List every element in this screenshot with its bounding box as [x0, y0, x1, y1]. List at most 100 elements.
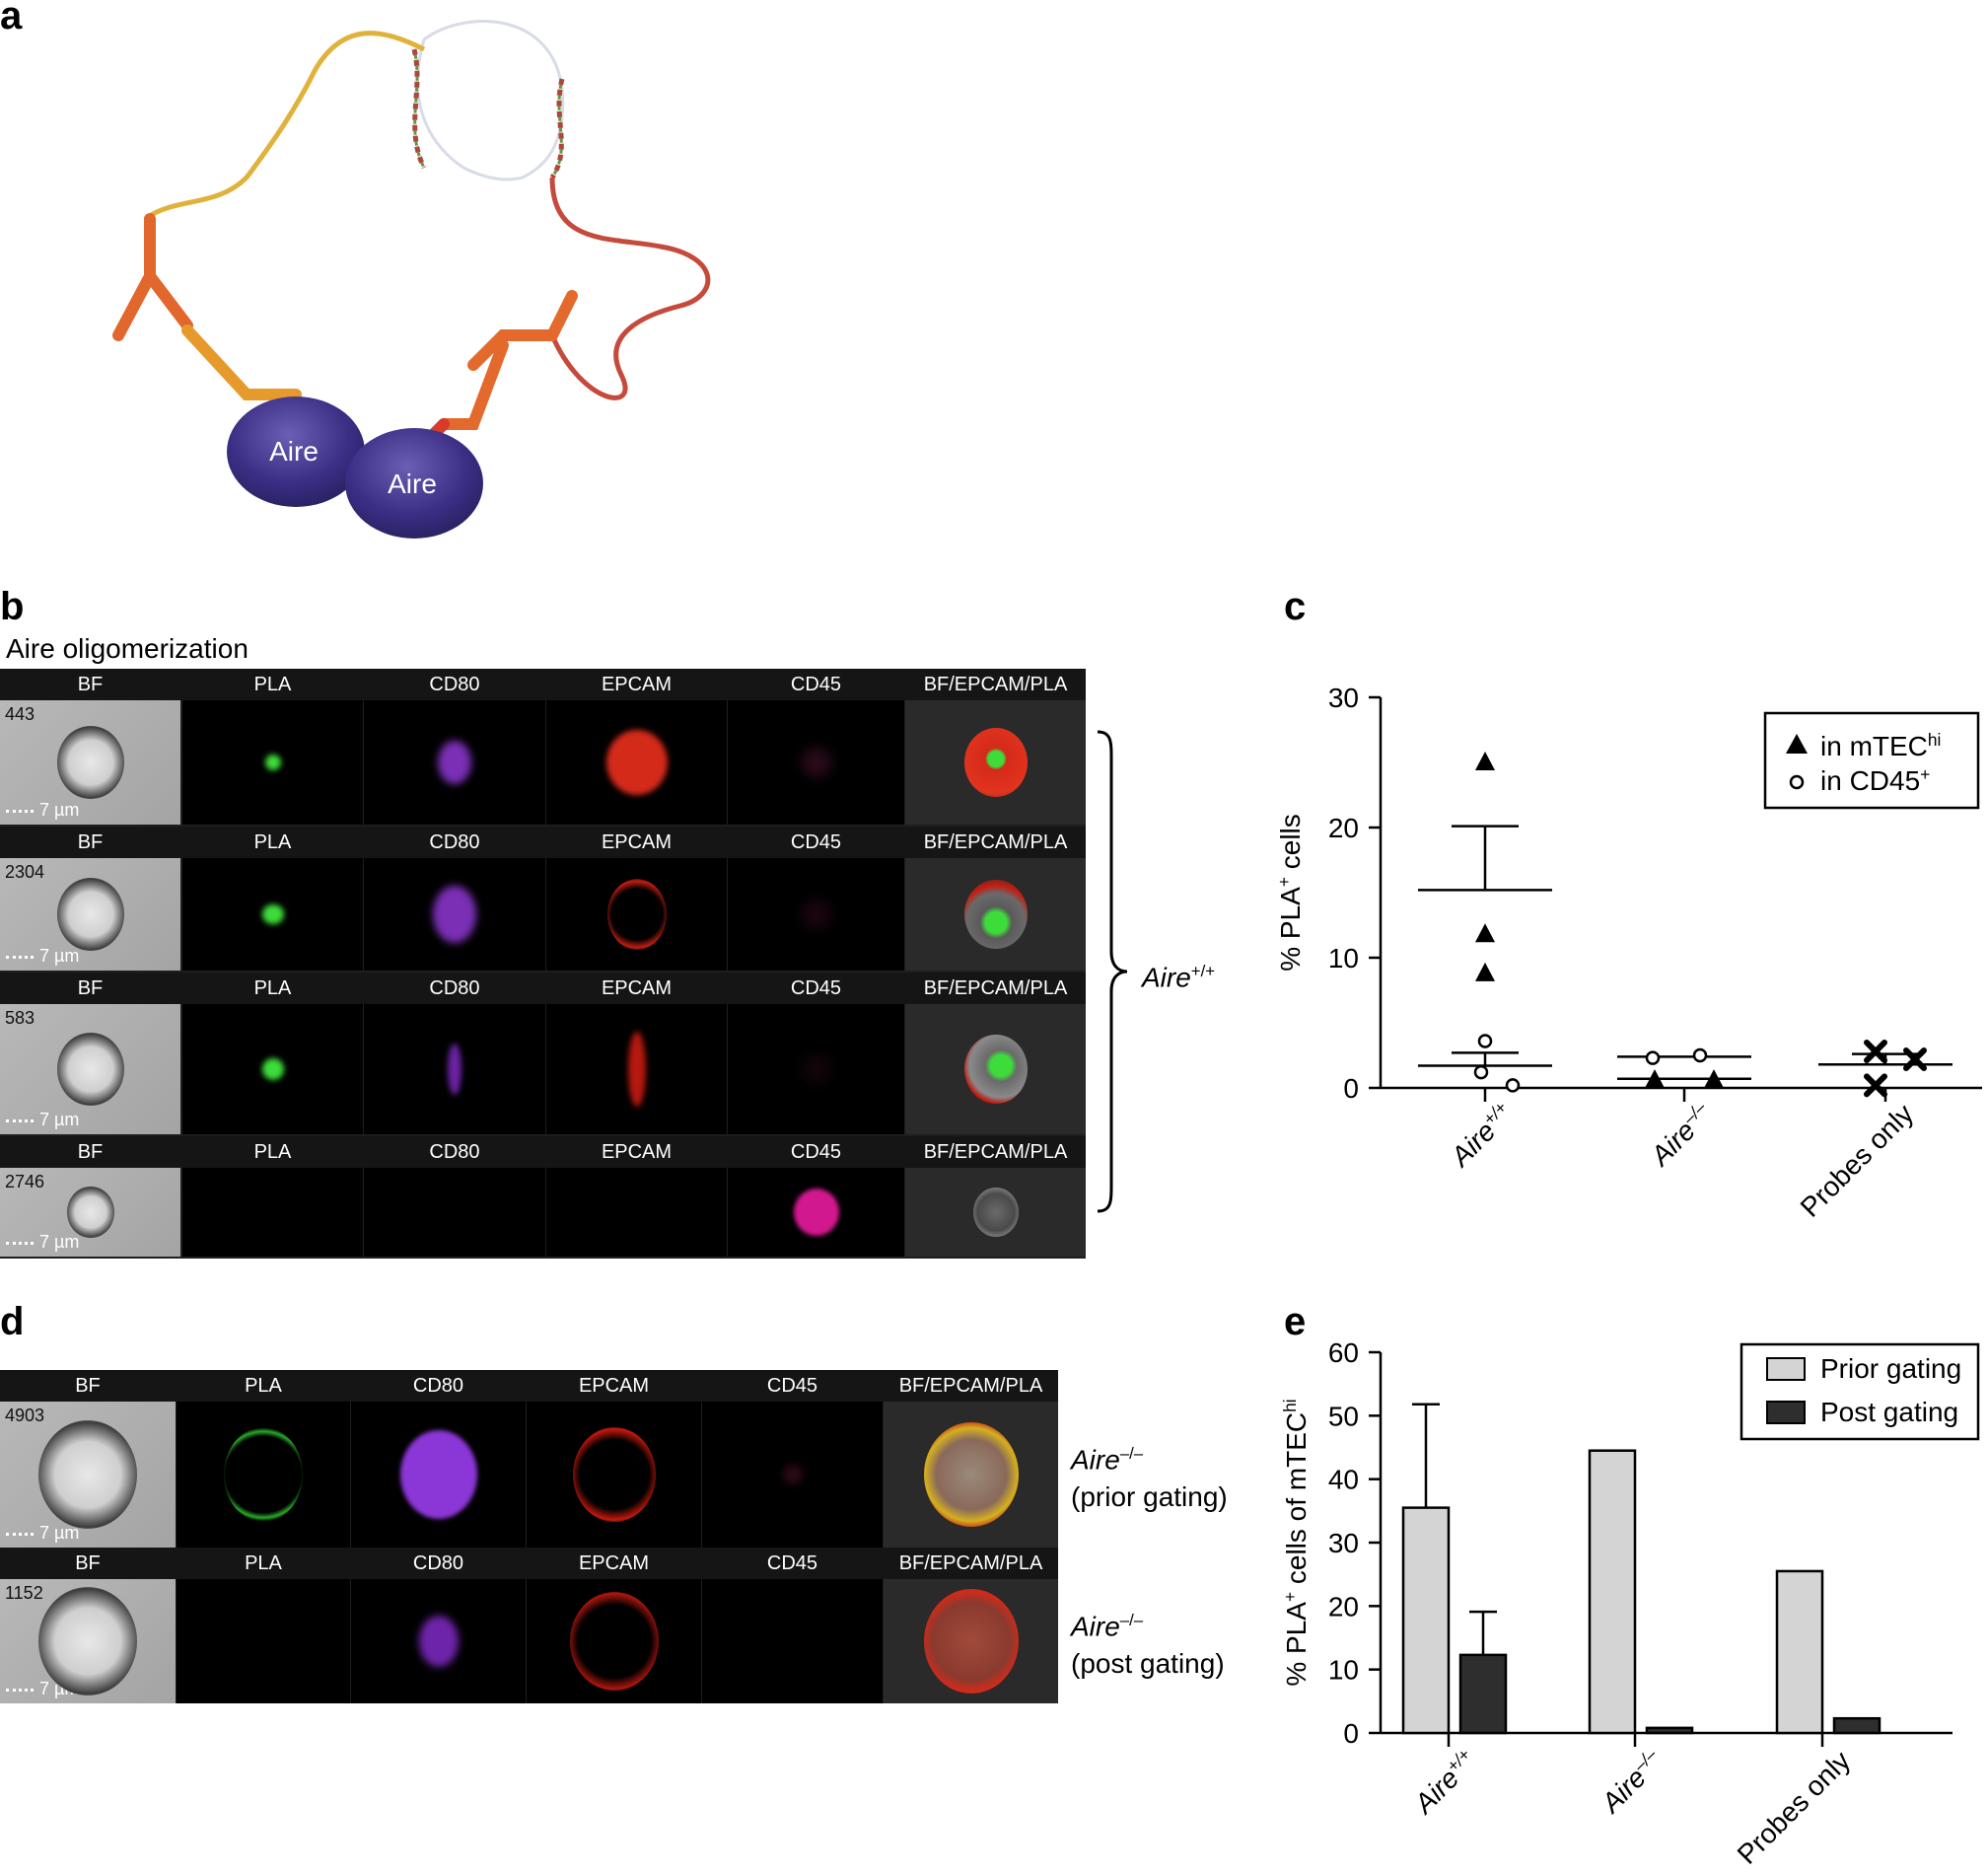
scale-bar: 7 µm	[6, 1523, 79, 1544]
channel-label: BF/EPCAM/PLA	[898, 1375, 1043, 1397]
channel-label: BF	[77, 1141, 104, 1163]
channel-label: CD80	[412, 1375, 464, 1397]
fluorescence-image	[182, 1168, 363, 1257]
brightfield-image: 1152 7 µm	[0, 1579, 176, 1703]
brightfield-image: 443 7 µm	[0, 700, 180, 825]
aire-dna-illustration: Aire Aire	[112, 20, 711, 539]
channel-header: BF PLA CD80 EPCAM CD45 BF/EPCAM/PLA	[0, 973, 1086, 1004]
fluorescence-signal	[399, 1430, 477, 1519]
legend-label: Prior gating	[1820, 1353, 1961, 1384]
image-row: BF PLA CD80 EPCAM CD45 BF/EPCAM/PLA 443 7 µm	[0, 669, 1086, 825]
composite-image	[905, 1168, 1086, 1257]
fluorescence-image	[351, 1579, 526, 1703]
composite-cell	[963, 1034, 1028, 1105]
fluorescence-signal	[801, 900, 831, 929]
image-row: BF PLA CD80 EPCAM CD45 BF/EPCAM/PLA 1152 7 µm	[0, 1548, 1058, 1703]
scale-bar-label: 7 µm	[39, 1523, 80, 1543]
channel-label: PLA	[245, 1552, 282, 1574]
channel-label: EPCAM	[601, 977, 673, 999]
channel-label: BF	[75, 1552, 101, 1574]
pla-probe-left	[112, 213, 193, 341]
cell-outline	[56, 1032, 124, 1107]
image-row: BF PLA CD80 EPCAM CD45 BF/EPCAM/PLA 2746 7 µm	[0, 1136, 1086, 1257]
channel-header: BF PLA CD80 EPCAM CD45 BF/EPCAM/PLA	[0, 1136, 1086, 1168]
panel-b-title: Aire oligomerization	[6, 633, 248, 664]
cell-outline	[66, 1186, 114, 1239]
channel-label: PLA	[253, 831, 292, 853]
legend-label: in mTEChi	[1820, 730, 1941, 761]
data-point-triangle	[1704, 1069, 1724, 1089]
cell-id: 2746	[5, 1172, 45, 1191]
aire-label-2: Aire	[388, 469, 437, 499]
data-point-circle	[1645, 1050, 1661, 1065]
cell-outline	[38, 1420, 137, 1529]
fluorescence-image	[177, 1579, 350, 1703]
fluorescence-signal	[627, 1032, 646, 1107]
composite-image	[905, 1004, 1086, 1134]
fluorescence-image	[702, 1579, 883, 1703]
channel-label: CD80	[429, 674, 480, 695]
channel-header: BF PLA CD80 EPCAM CD45 BF/EPCAM/PLA	[0, 827, 1086, 858]
data-point-triangle	[1475, 962, 1495, 981]
y-tick-label: 0	[1343, 1718, 1359, 1749]
fluorescence-image	[728, 700, 904, 825]
dna-helix	[411, 48, 565, 180]
data-point-circle	[1505, 1078, 1521, 1093]
fluorescence-image	[546, 700, 727, 825]
brightfield-image: 2746 7 µm	[0, 1168, 180, 1257]
bar-post	[1832, 1716, 1882, 1735]
y-tick-label: 0	[1343, 1073, 1359, 1104]
scale-bar: 7 µm	[6, 1110, 79, 1130]
y-tick-label: 30	[1328, 683, 1359, 713]
imaging-grid-d: BF PLA CD80 EPCAM CD45 BF/EPCAM/PLA 4903 7 µm BF…	[0, 1370, 1058, 1703]
cell-outline	[38, 1587, 137, 1695]
fluorescence-signal	[418, 1616, 459, 1667]
y-tick-label: 30	[1328, 1528, 1359, 1558]
bracket	[1097, 730, 1128, 1213]
x-tick-label: Aire+/+	[1406, 1745, 1482, 1821]
composite-image	[905, 858, 1086, 971]
channel-label: PLA	[245, 1375, 282, 1397]
chart-c-pla-cells: 0 10 20 30 % PLA+ cells Aire+/+ Aire–/– Probes …	[1274, 683, 1982, 1223]
x-tick-label: Probes only	[1732, 1745, 1856, 1869]
channel-label: EPCAM	[578, 1375, 650, 1397]
x-tick-label: Aire–/–	[1594, 1744, 1669, 1820]
aire-label-1: Aire	[269, 436, 319, 467]
image-row: BF PLA CD80 EPCAM CD45 BF/EPCAM/PLA 4903 7 µm	[0, 1370, 1058, 1548]
data-point-circle	[1477, 1034, 1493, 1048]
fluorescence-image	[364, 700, 545, 825]
channel-label: PLA	[253, 1141, 292, 1163]
image-row: BF PLA CD80 EPCAM CD45 BF/EPCAM/PLA 2304 7 µm	[0, 827, 1086, 971]
cell-id: 4903	[5, 1406, 45, 1425]
channel-label: CD45	[766, 1552, 818, 1574]
fluorescence-image	[177, 1402, 350, 1548]
composite-cell	[923, 1422, 1019, 1527]
channel-label: CD45	[766, 1375, 818, 1397]
cell-id: 443	[5, 704, 36, 724]
fluorescence-image	[351, 1402, 526, 1548]
fluorescence-image	[527, 1402, 701, 1548]
cell-id: 1152	[5, 1583, 43, 1603]
channel-label: CD80	[429, 831, 480, 853]
legend-marker-circle	[1789, 774, 1805, 790]
fluorescence-image	[364, 1168, 545, 1257]
fluorescence-image	[182, 858, 363, 971]
channel-label: CD45	[790, 831, 842, 853]
composite-cell	[923, 1589, 1019, 1694]
data-point-cross	[1864, 1073, 1887, 1098]
panel-letter-a: a	[0, 0, 23, 37]
aire-protein-2	[345, 428, 483, 539]
bar-prior	[1588, 1449, 1637, 1735]
fluorescence-signal	[801, 1054, 831, 1084]
fluorescence-image	[546, 1004, 727, 1134]
fluorescence-image	[364, 1004, 545, 1134]
channel-label: BF/EPCAM/PLA	[923, 674, 1068, 695]
cell-outline	[56, 725, 124, 800]
channel-label: CD45	[790, 1141, 842, 1163]
x-tick-label: Probes only	[1795, 1098, 1919, 1222]
channel-label: CD45	[790, 674, 842, 695]
channel-label: EPCAM	[601, 831, 673, 853]
y-tick-label: 60	[1328, 1337, 1359, 1368]
fluorescence-image	[728, 1004, 904, 1134]
channel-label: BF/EPCAM/PLA	[923, 1141, 1068, 1163]
